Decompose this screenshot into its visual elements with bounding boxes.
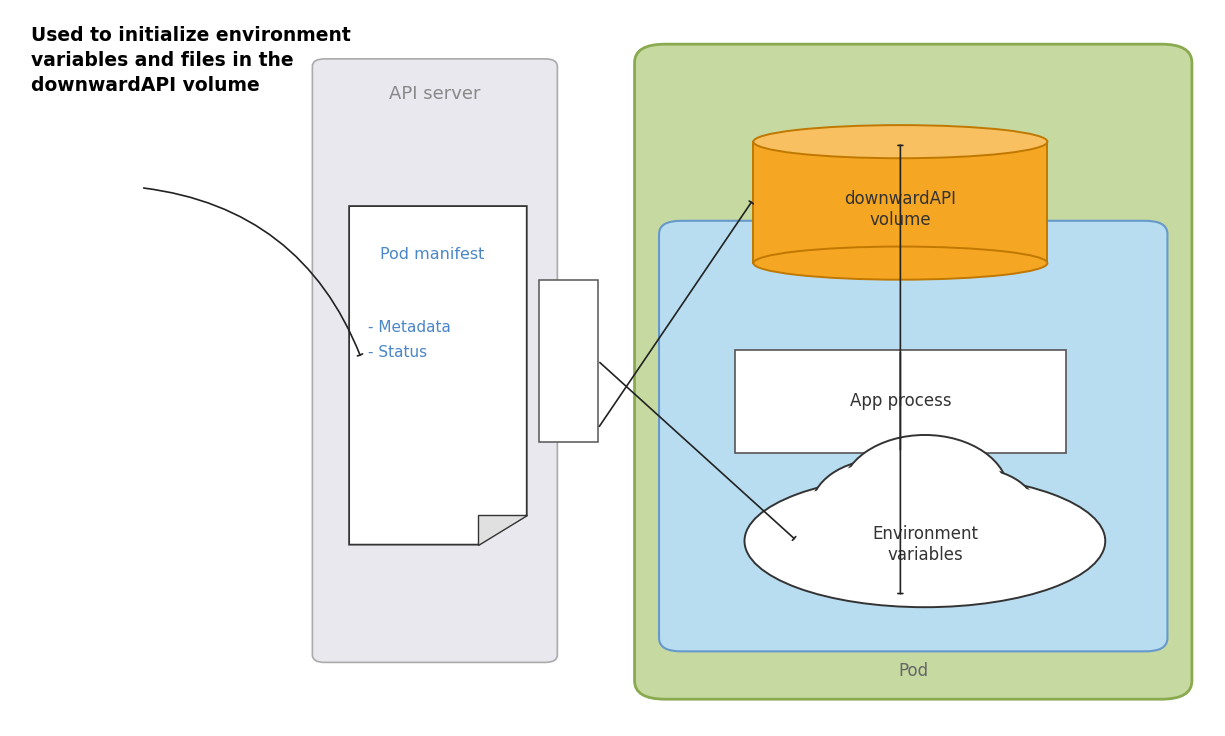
Ellipse shape [913, 471, 1035, 555]
FancyBboxPatch shape [312, 59, 557, 662]
Ellipse shape [753, 125, 1047, 158]
FancyBboxPatch shape [635, 44, 1192, 699]
Ellipse shape [747, 478, 1102, 604]
Text: Pod manifest: Pod manifest [380, 247, 484, 261]
Text: App process: App process [850, 392, 951, 410]
FancyBboxPatch shape [659, 221, 1167, 651]
Ellipse shape [842, 435, 1008, 551]
Text: Environment
variables: Environment variables [872, 526, 978, 564]
Text: API server: API server [390, 85, 480, 102]
Ellipse shape [813, 462, 948, 556]
Bar [735, 350, 1066, 453]
Ellipse shape [753, 247, 1047, 280]
Text: Used to initialize environment
variables and files in the
downwardAPI volume: Used to initialize environment variables… [31, 26, 350, 95]
Text: Pod: Pod [898, 662, 929, 680]
Polygon shape [349, 206, 527, 545]
Ellipse shape [910, 468, 1038, 558]
Bar [539, 280, 598, 442]
Ellipse shape [925, 523, 1029, 589]
Ellipse shape [811, 521, 918, 584]
Ellipse shape [808, 518, 920, 587]
Ellipse shape [927, 526, 1027, 586]
Ellipse shape [745, 475, 1105, 607]
Text: Container: main: Container: main [846, 241, 980, 259]
Text: - Metadata
- Status: - Metadata - Status [368, 320, 451, 360]
Ellipse shape [844, 438, 1006, 548]
Ellipse shape [811, 459, 951, 559]
Polygon shape [478, 515, 527, 545]
Text: downwardAPI
volume: downwardAPI volume [844, 191, 957, 229]
Bar [753, 142, 1047, 263]
